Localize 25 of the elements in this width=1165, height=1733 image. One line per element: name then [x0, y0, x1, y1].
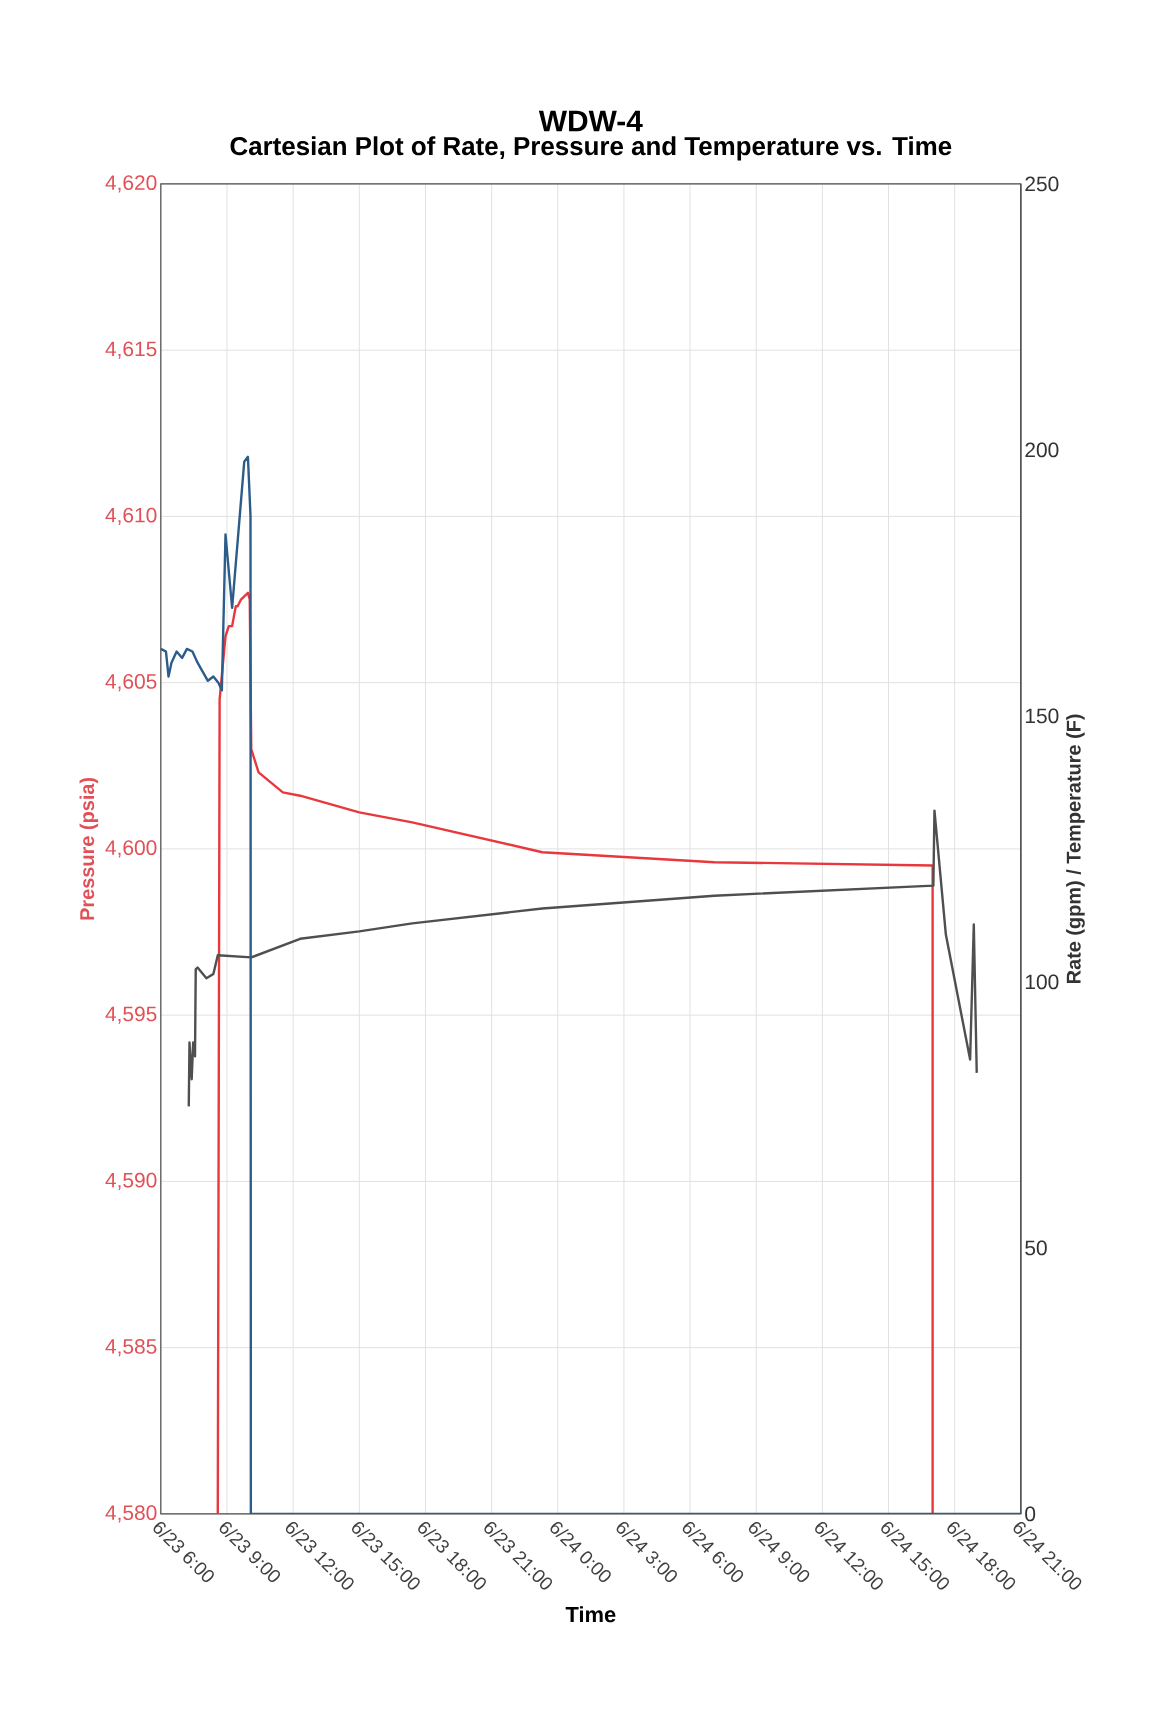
x-tick-label: 6/23 6:00 — [153, 1521, 214, 1583]
y-tick-label: 4,605 — [105, 674, 157, 692]
y2-tick-label: 200 — [1025, 442, 1059, 458]
x-tick-label: 6/24 9:00 — [748, 1521, 810, 1583]
y2-tick-label: 50 — [1025, 1240, 1047, 1256]
x-tick-label: 6/23 9:00 — [219, 1521, 281, 1583]
y-tick-label: 4,620 — [105, 175, 157, 193]
y2-tick-label: 0 — [1025, 1506, 1036, 1522]
y-tick-label: 4,590 — [105, 1172, 157, 1191]
y2-tick-label: 250 — [1025, 176, 1059, 192]
x-axis-title: Time — [565, 1606, 616, 1623]
x-tick-label: 6/24 6:00 — [682, 1521, 744, 1583]
y-tick-label: 4,585 — [105, 1339, 157, 1357]
y-tick-label: 4,595 — [105, 1006, 157, 1024]
y-tick-label: 4,600 — [105, 840, 157, 858]
x-tick-label: 6/24 3:00 — [616, 1521, 677, 1583]
y-axis-title: Pressure (psia) — [79, 777, 99, 920]
y2-axis-title: Rate (gpm) / Temperature (F) — [1066, 714, 1085, 984]
y-tick-label: 4,580 — [105, 1505, 157, 1523]
y2-tick-label: 100 — [1025, 974, 1059, 990]
chart-title: WDW-4 — [538, 110, 643, 132]
y-tick-label: 4,615 — [105, 341, 157, 359]
chart-subtitle: Cartesian Plot of Rate, Pressure and Temperature vs. Time — [230, 136, 952, 161]
y2-tick-label: 150 — [1025, 708, 1059, 724]
y-tick-label: 4,610 — [105, 507, 157, 526]
